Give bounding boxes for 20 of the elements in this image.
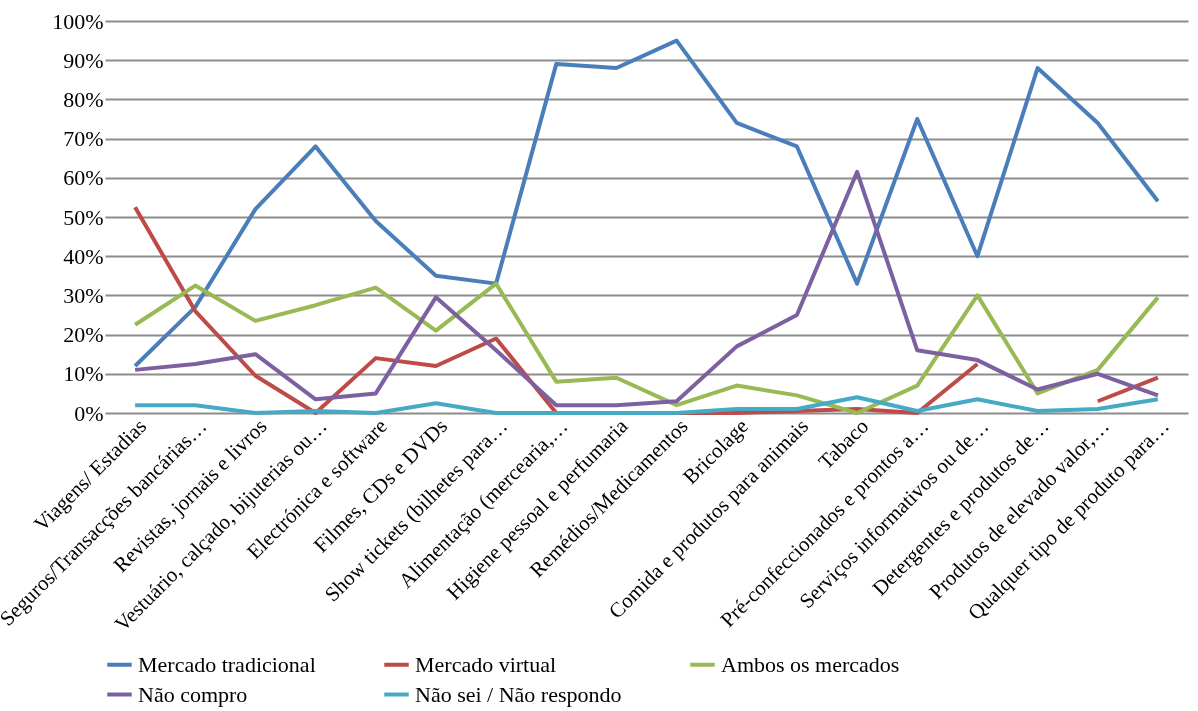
legend-label: Não compro: [138, 681, 248, 707]
legend-label: Mercado tradicional: [138, 651, 316, 677]
line-series: [133, 281, 1160, 415]
y-tick-label: 70%: [63, 126, 104, 152]
y-tick-label: 40%: [63, 243, 104, 269]
y-tick-label: 50%: [63, 204, 104, 230]
line-series: [133, 169, 1160, 408]
y-tick-label: 100%: [52, 8, 104, 34]
y-tick-label: 10%: [63, 361, 104, 387]
legend-label: Não sei / Não respondo: [415, 681, 622, 707]
y-tick-label: 30%: [63, 282, 104, 308]
y-tick-label: 90%: [63, 47, 104, 73]
line-series: [133, 395, 1160, 415]
legend-label: Mercado virtual: [415, 651, 557, 677]
line-series: [133, 38, 1160, 368]
y-tick-label: 0%: [74, 400, 104, 426]
y-tick-label: 80%: [63, 86, 104, 112]
legend-label: Ambos os mercados: [721, 651, 900, 677]
y-tick-label: 20%: [63, 322, 104, 348]
y-tick-label: 60%: [63, 165, 104, 191]
